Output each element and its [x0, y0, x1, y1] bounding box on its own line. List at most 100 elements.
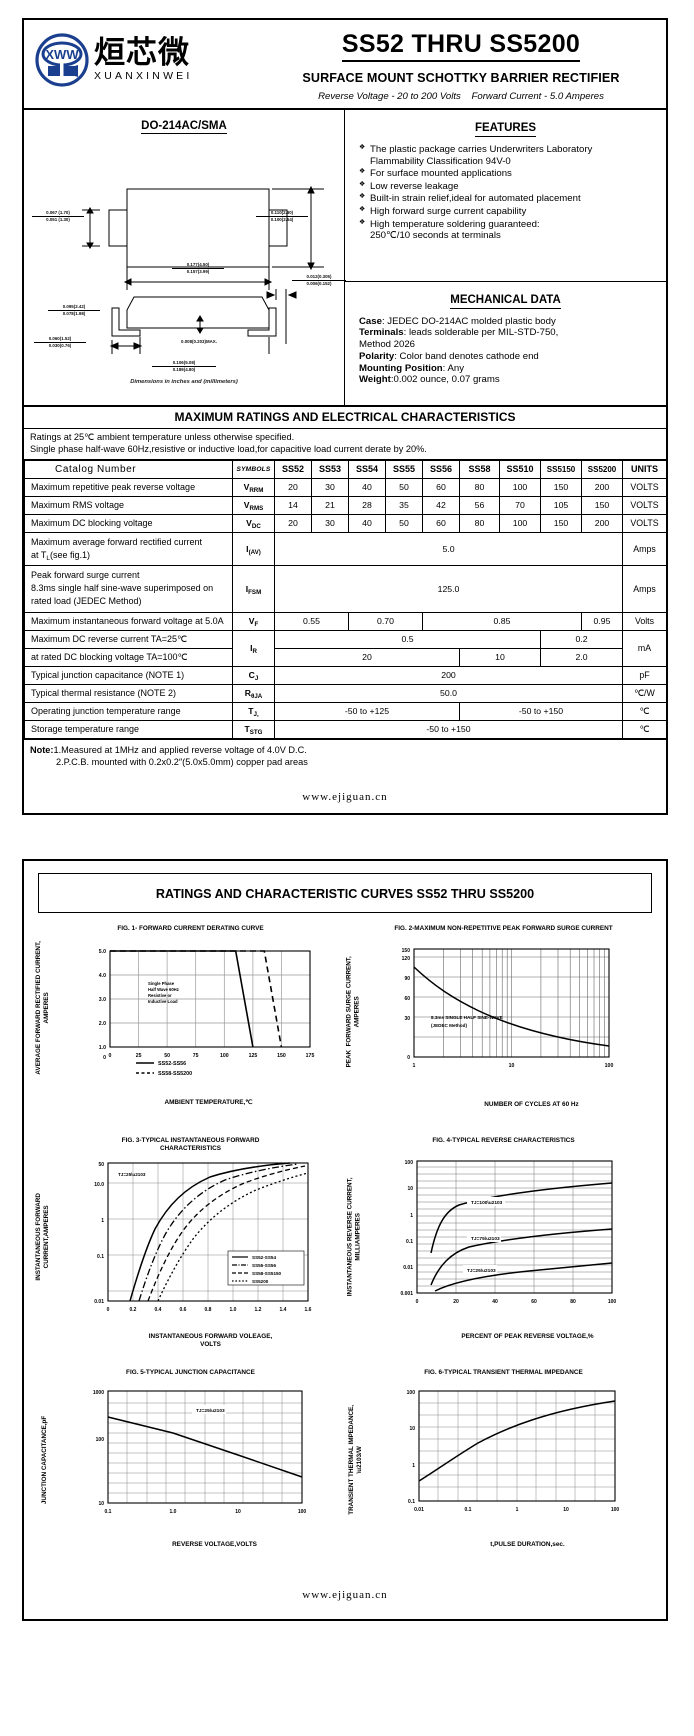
svg-text:150: 150	[277, 1053, 286, 1059]
table-row: Maximum DC reverse current TA=25℃ IR 0.5…	[24, 629, 667, 667]
svg-text:100: 100	[298, 1509, 307, 1515]
chart-fig1: FIG. 1- FORWARD CURRENT DERATING CURVE A…	[32, 919, 345, 1131]
svg-text:TJ=25\u2103: TJ=25\u2103	[196, 1408, 225, 1414]
table-row: Maximum RMS voltage VRMS 14 21 28 35 42 …	[24, 495, 667, 515]
features-list: The plastic package carries Underwriters…	[345, 144, 666, 251]
svg-text:60: 60	[531, 1299, 537, 1305]
chart-fig4: FIG. 4-TYPICAL REVERSE CHARACTERISTICS I…	[345, 1131, 658, 1363]
brand-name-en: XUANXINWEI	[94, 70, 193, 83]
svg-text:0.1: 0.1	[406, 1239, 413, 1245]
package-dim-2: 0.110(2.80) 0.100(2.54)	[256, 210, 308, 223]
chart-fig2-plot: 150 120 90 60 30 0 1 10 100 8.3ms SINGLE HALF …	[402, 948, 614, 1069]
chart-fig5: FIG. 5-TYPICAL JUNCTION CAPACITANCE JUNC…	[32, 1363, 345, 1573]
svg-text:TJ=25\u2103: TJ=25\u2103	[467, 1268, 496, 1274]
row-label: at rated DC blocking voltage TA=100℃	[24, 647, 233, 667]
part-header-ss58: SS58	[459, 459, 500, 479]
company-logo: XWW 烜芯微 XUANXINWEI	[34, 28, 266, 88]
feature-item: Built-in strain relief,ideal for automat…	[359, 193, 656, 205]
part-header-ss510: SS510	[499, 459, 541, 479]
package-dim-8-wrap: 0.106(5.08) 0.189(4.80)	[24, 360, 344, 373]
svg-text:100: 100	[605, 1063, 614, 1069]
document-header: XWW 烜芯微 XUANXINWEI SS52 THRU SS5200 SURF…	[24, 20, 666, 108]
page-ratings-line: Reverse Voltage - 20 to 200 Volts Forwar…	[266, 91, 656, 102]
svg-text:Resistive or: Resistive or	[148, 993, 172, 998]
cell: 60	[422, 477, 460, 497]
svg-text:0.2: 0.2	[130, 1307, 137, 1313]
svg-text:100: 100	[407, 1390, 416, 1396]
svg-text:8.3ms SINGLE HALF SINE-WAVE: 8.3ms SINGLE HALF SINE-WAVE	[431, 1015, 503, 1020]
feature-item: The plastic package carries Underwriters…	[359, 144, 656, 167]
table-row: at rated DC blocking voltage TA=100℃ 20 …	[24, 647, 667, 667]
chart-fig6-ylabel: TRANSIENT THERMAL IMPEDANCE, \u2103/W	[348, 1405, 364, 1515]
cell: 28	[348, 495, 386, 515]
forward-current-value: 5.0 Amperes	[549, 91, 604, 102]
table-row: Typical junction capacitance (NOTE 1) CJ…	[24, 665, 667, 685]
footer-url-page2[interactable]: www.ejiguan.cn	[302, 1589, 388, 1602]
row-unit: Volts	[622, 611, 667, 631]
row-symbol: VRRM	[232, 477, 275, 497]
row-unit: Amps	[622, 531, 667, 566]
cell: 80	[459, 513, 500, 533]
package-title-text: DO-214AC/SMA	[141, 120, 227, 134]
svg-text:0.6: 0.6	[180, 1307, 187, 1313]
cell: 30	[311, 477, 349, 497]
package-drawing-svg	[82, 185, 324, 354]
svg-text:4.0: 4.0	[99, 973, 106, 979]
row-label: Peak forward surge current 8.3ms single …	[24, 564, 233, 613]
table-row: Maximum DC blocking voltage VDC 20 30 40…	[24, 513, 667, 533]
svg-text:1: 1	[413, 1063, 416, 1069]
svg-text:10: 10	[407, 1186, 413, 1192]
mechanical-data-section: MECHANICAL DATA Case: JEDEC DO-214AC mol…	[345, 280, 666, 396]
svg-text:1.6: 1.6	[305, 1307, 312, 1313]
svg-text:40: 40	[492, 1299, 498, 1305]
feature-item: High forward surge current capability	[359, 206, 656, 218]
cell: 35	[385, 495, 423, 515]
svg-text:SS52-SS54: SS52-SS54	[252, 1255, 276, 1260]
cell: 105	[540, 495, 582, 515]
row-label: Maximum RMS voltage	[24, 495, 233, 515]
cell: 60	[422, 513, 460, 533]
ratings-prenote-line1: Ratings at 25℃ ambient temperature unles…	[30, 431, 295, 442]
cell: 100	[499, 513, 541, 533]
mechanical-body: Case: JEDEC DO-214AC molded plastic body…	[345, 316, 666, 396]
features-spacer	[345, 251, 666, 281]
cell-group: -50 to +125	[274, 701, 460, 721]
chart-fig6-plot: 100 10 1 0.1 0.01 0.1 1 10 100	[407, 1390, 620, 1513]
table-row: Peak forward surge current 8.3ms single …	[24, 564, 667, 613]
cell-merged: 50.0	[274, 683, 623, 703]
svg-text:SS55-SS56: SS55-SS56	[252, 1263, 276, 1268]
svg-text:Half Wave 60Hz: Half Wave 60Hz	[148, 987, 179, 992]
row-label: Maximum average forward rectified curren…	[24, 531, 233, 566]
part-header-ss52: SS52	[274, 459, 312, 479]
svg-text:Inductive Load: Inductive Load	[148, 999, 178, 1004]
svg-text:175: 175	[306, 1053, 315, 1059]
ratings-band-title: MAXIMUM RATINGS AND ELECTRICAL CHARACTER…	[24, 404, 666, 429]
row-unit: ℃/W	[622, 683, 667, 703]
curves-band-title: RATINGS AND CHARACTERISTIC CURVES SS52 T…	[38, 873, 652, 914]
row-label: Maximum DC reverse current TA=25℃	[24, 629, 233, 649]
chart-fig3-legend: SS52-SS54 SS55-SS56 SS58-SS5150 SS5200	[227, 1250, 305, 1286]
svg-text:0.1: 0.1	[97, 1254, 104, 1260]
svg-text:0.001: 0.001	[400, 1291, 413, 1297]
chart-fig4-xlabel: PERCENT OF PEAK REVERSE VOLTAGE,%	[461, 1333, 594, 1341]
note-label: Note:	[30, 744, 54, 755]
footer-url-page1[interactable]: www.ejiguan.cn	[302, 791, 388, 804]
svg-text:75: 75	[193, 1053, 199, 1059]
chart-fig5-plot: 1000 100 10 0.1 1.0 10 100 TJ=25\u2103	[93, 1390, 307, 1515]
package-dim-3: 0.177(4.50) 0.157(3.99)	[172, 262, 224, 275]
svg-text:TJ=25\u2103: TJ=25\u2103	[118, 1172, 146, 1177]
package-dim-1: 0.067 (1.70) 0.051 (1.30)	[32, 210, 84, 223]
cell: 40	[348, 513, 386, 533]
cell-group: 0.95	[581, 611, 623, 631]
svg-text:TJ=75\u2103: TJ=75\u2103	[471, 1236, 500, 1242]
part-header-ss5150: SS5150	[540, 459, 582, 479]
svg-text:125: 125	[249, 1053, 258, 1059]
chart-fig5-title: FIG. 5-TYPICAL JUNCTION CAPACITANCE	[126, 1369, 255, 1377]
chart-fig1-ylabel: AVERAGE FORWARD RECTIFIED CURRENT, AMPERE…	[35, 941, 50, 1075]
package-dim-8: 0.106(5.08) 0.189(4.80)	[152, 360, 216, 373]
svg-text:0.01: 0.01	[414, 1507, 424, 1513]
svg-text:100: 100	[405, 1160, 414, 1166]
chart-fig6-xlabel: t,PULSE DURATION,sec.	[490, 1541, 565, 1549]
cell-group: 0.70	[348, 611, 423, 631]
cell: 150	[540, 477, 582, 497]
